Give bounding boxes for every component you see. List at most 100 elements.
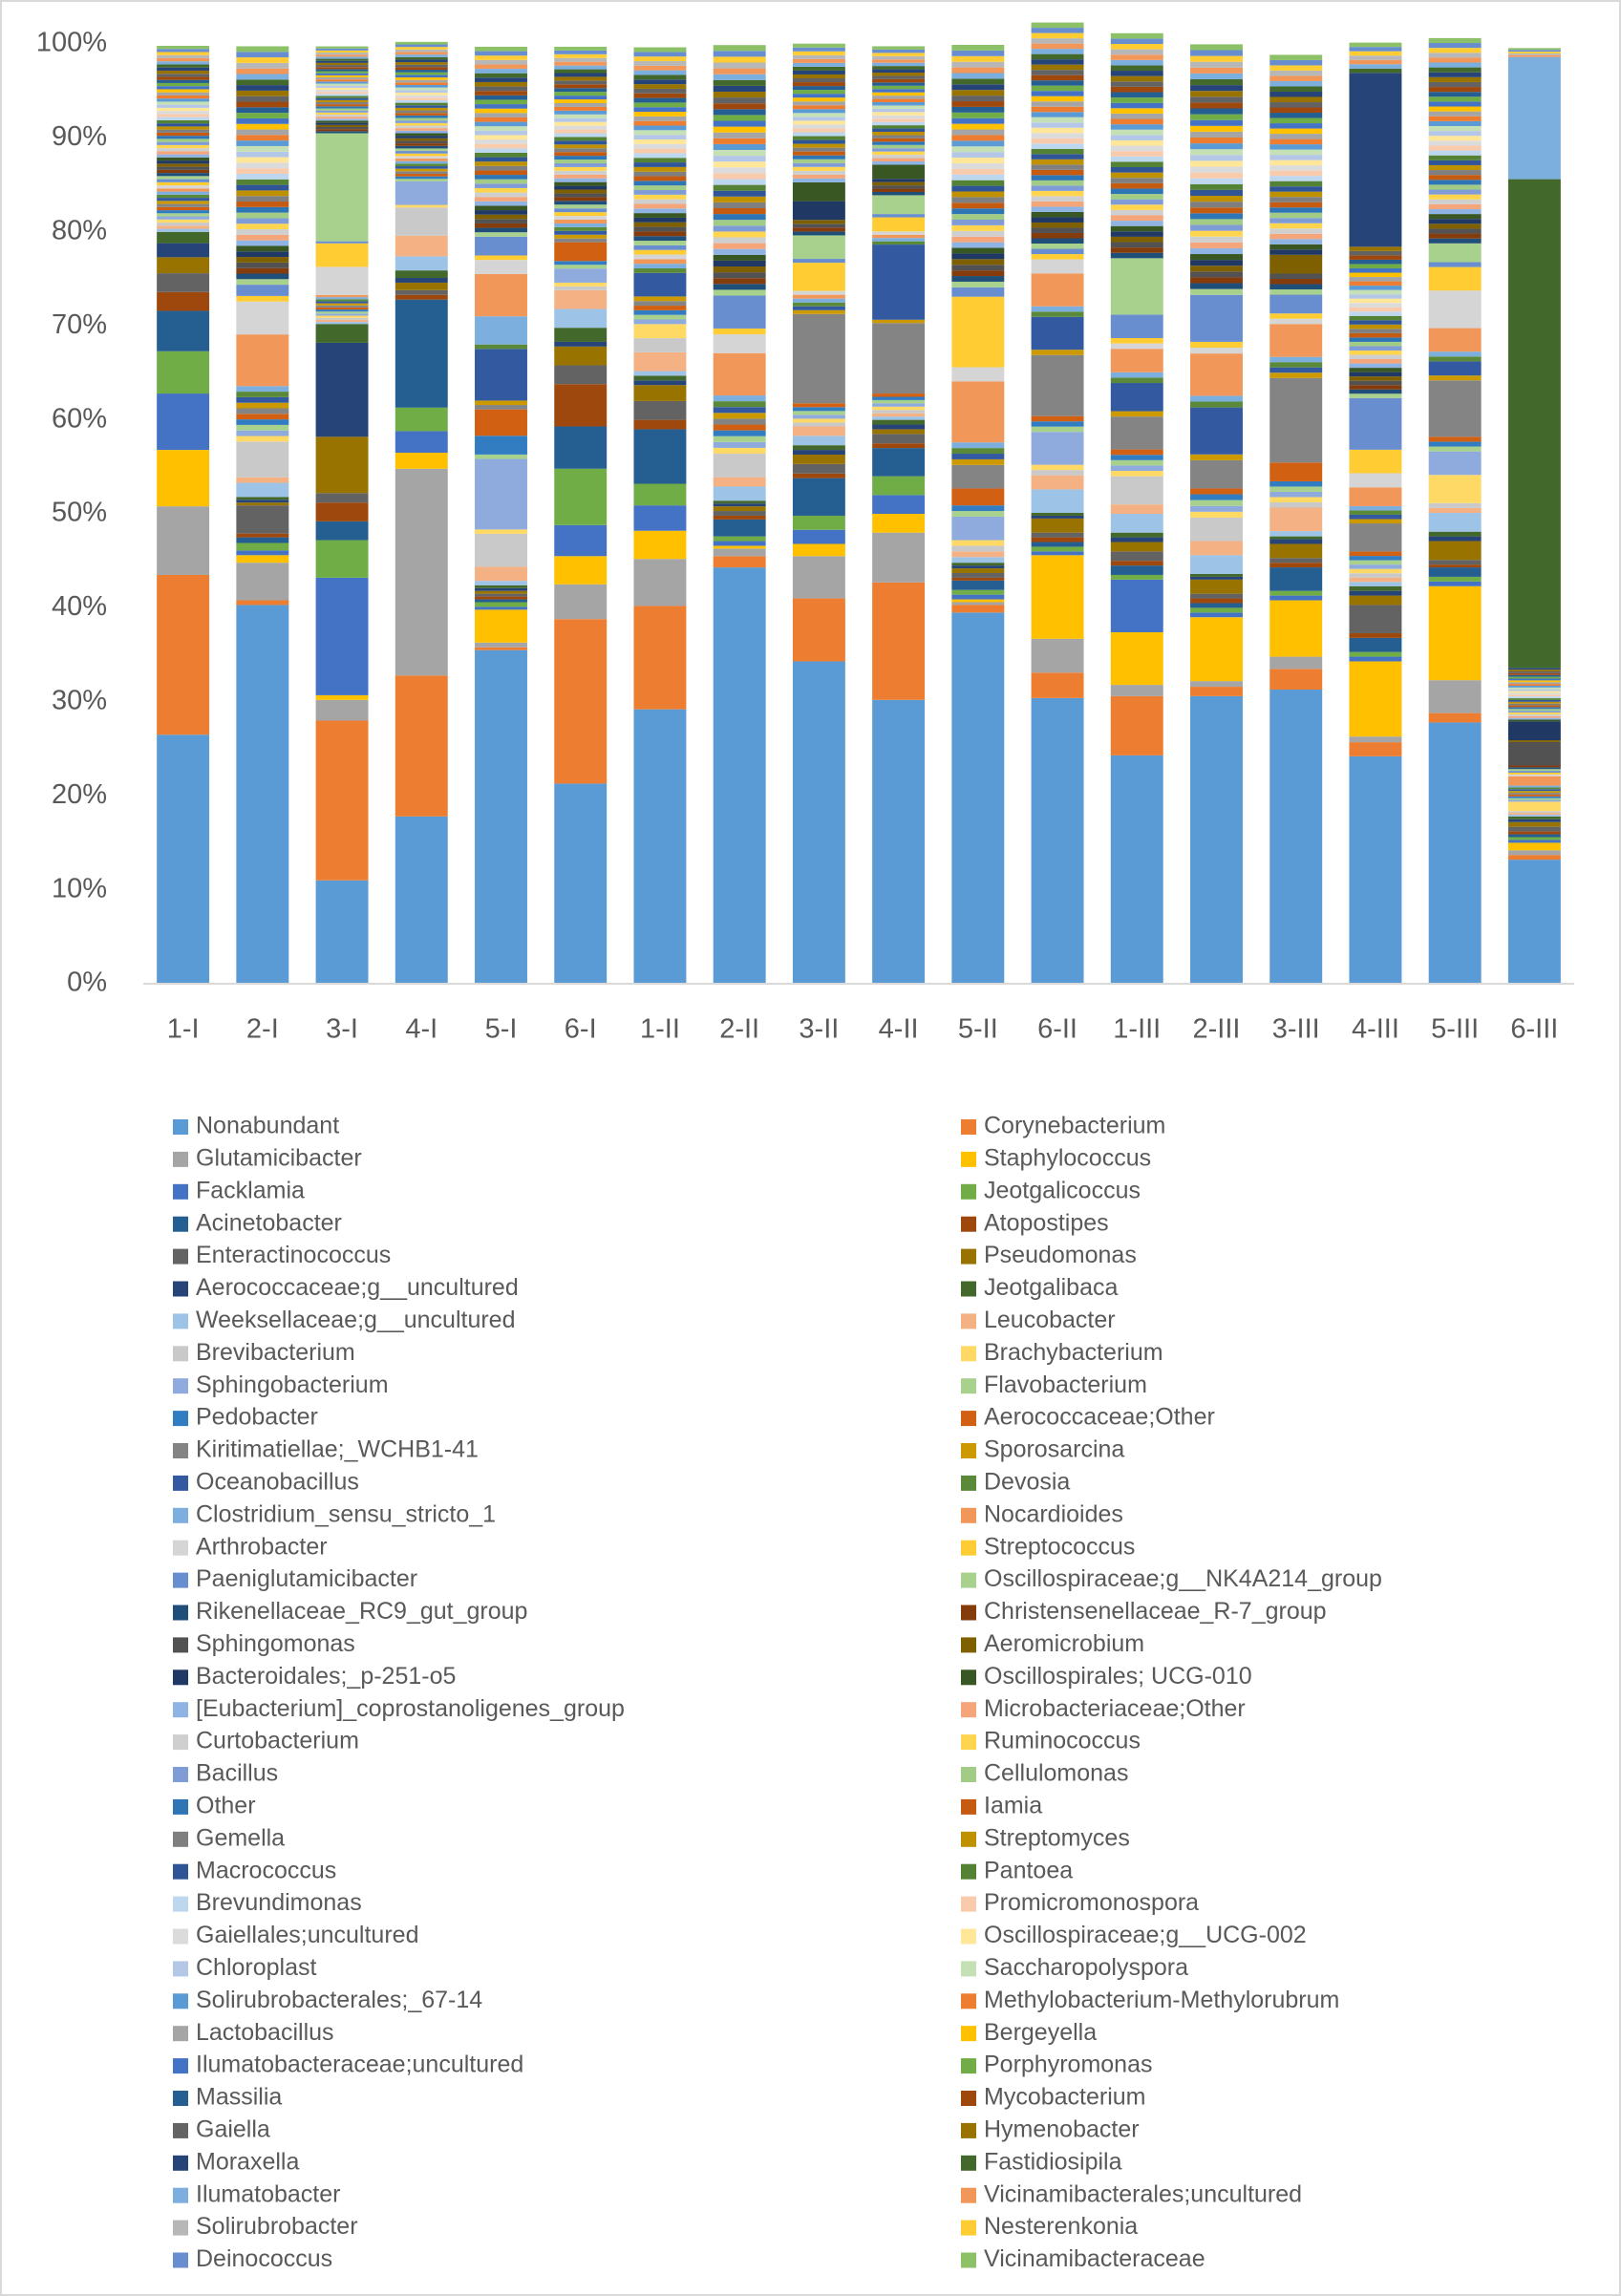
legend-label: Oscillospiraceae;g__NK4A214_group [984,1565,1382,1592]
bar-segment [1110,574,1163,580]
bar-segment [157,52,210,55]
bar-segment [157,49,210,53]
bar-segment [1031,354,1084,416]
bar-segment [554,140,608,145]
legend-swatch [961,1151,976,1167]
bar-segment [1428,576,1482,582]
bar-segment [1428,126,1482,132]
bar-segment [1507,48,1561,51]
bar-segment [315,50,369,53]
legend-label: Weeksellaceae;g__uncultured [196,1307,516,1333]
bar-segment [1428,131,1482,137]
bar-segment [475,46,527,52]
bar-segment [236,184,289,191]
bar-segment [1507,715,1561,718]
bar-segment [1349,742,1402,756]
bar-segment [475,214,527,220]
bar-segment [1031,489,1084,514]
bar-segment [1190,555,1243,574]
legend-swatch [961,2091,976,2106]
bar-segment [1110,242,1163,248]
bar-segment [1349,264,1402,268]
bar-segment [157,95,210,99]
bar-segment [236,101,289,108]
bar-segment [554,216,608,221]
bar-segment [1349,585,1402,591]
bar-segment [315,94,369,96]
bar-segment [1110,182,1163,189]
bar-segment [1110,383,1163,412]
bar-segment [157,154,210,158]
bar-segment [1428,62,1482,68]
bar-segment [554,282,608,287]
bar-segment [395,179,448,181]
bar-segment [872,46,926,50]
bar-segment [1269,480,1323,487]
legend-label: Clostridium_sensu_stricto_1 [196,1500,496,1527]
x-tick-label: 5-II [958,1014,998,1045]
bar-segment [1349,595,1402,606]
bar-segment [872,59,926,63]
bar-segment [1269,324,1323,357]
bar-segment [1349,632,1402,638]
bar-segment [395,289,448,295]
bar-segment [157,129,210,133]
bar-segment [395,113,448,116]
bar-segment [315,48,369,51]
bar-segment [554,185,608,190]
bar-segment [157,179,210,182]
bar-segment [157,70,210,74]
legend-swatch [173,1831,188,1847]
bar-segment [1269,54,1323,60]
bar-segment [475,344,527,350]
bar-segment [1428,328,1482,352]
bar-segment [1031,53,1084,60]
legend-label: Bacillus [196,1760,278,1787]
legend-swatch [173,2026,188,2042]
legend-label: Sporosarcina [984,1436,1124,1463]
bar-segment [475,121,527,127]
legend-label: Streptococcus [984,1533,1135,1560]
bar-segment [1507,834,1561,838]
bar-segment [633,47,687,53]
bar-segment [1507,785,1561,788]
bar-segment [1110,579,1163,632]
bar-segment [236,68,289,74]
bar-segment [554,220,608,223]
bar-segment [1269,144,1323,150]
bar-segment [951,140,1005,147]
legend-label: Fastidiosipila [984,2148,1122,2175]
bar-segment [792,166,845,171]
bar-segment [1190,407,1243,455]
bar-segment [1349,368,1402,372]
bar-segment [872,234,926,239]
bar-segment [395,675,448,817]
bar-segment [1349,267,1402,273]
bar-segment [713,447,766,455]
bar-segment [792,259,845,264]
bar-segment [475,165,527,171]
x-tick-label: 6-I [565,1014,597,1045]
bar-segment [1349,307,1402,312]
legend-label: Macrococcus [196,1857,336,1883]
bar-segment [1031,133,1084,138]
bar-segment [475,227,527,233]
bar-segment [872,132,926,136]
bar-segment [633,135,687,139]
bar-segment [792,455,845,464]
bar-segment [713,161,766,168]
legend-swatch [173,2058,188,2074]
bar-segment [1190,138,1243,144]
bar-segment [633,264,687,268]
bar-segment [1428,680,1482,713]
bar-segment [1349,324,1402,330]
bar-segment [951,612,1005,984]
bar-segment [1349,42,1402,48]
legend-label: Staphylococcus [984,1145,1151,1172]
bar-segment [1269,595,1323,601]
bar-segment [1428,446,1482,452]
bar-segment [633,138,687,144]
bar-segment [1428,170,1482,176]
bar-segment [554,114,608,118]
bar-segment [1190,500,1243,506]
